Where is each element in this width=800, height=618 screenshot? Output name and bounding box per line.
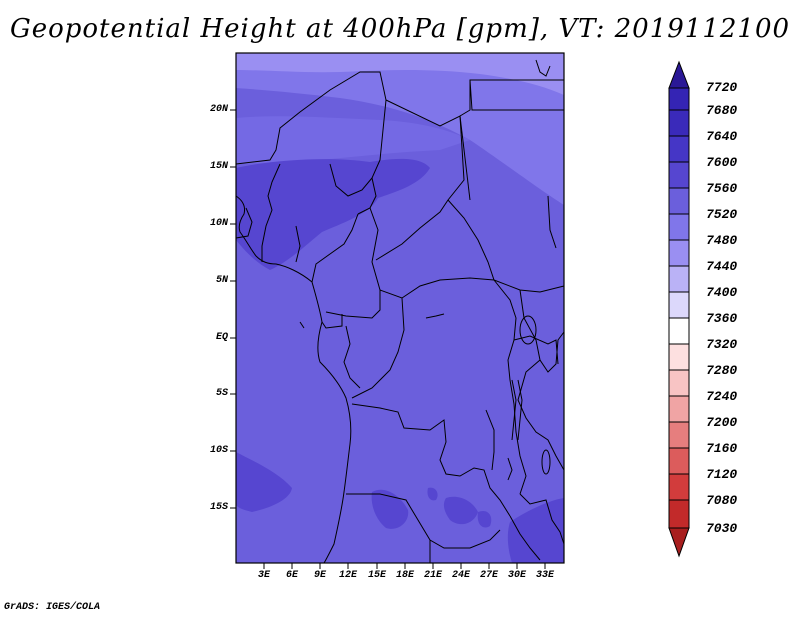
colorbar-segment	[668, 317, 690, 345]
colorbar-segment	[668, 291, 690, 319]
field-darker-west	[236, 158, 430, 270]
lon-tick-label: 33E	[535, 570, 554, 581]
field-darker-patch-4	[477, 510, 492, 528]
lat-tick-label: 10S	[209, 445, 228, 456]
colorbar-label: 7440	[706, 259, 738, 274]
credit-text: GrADS: IGES/COLA	[4, 602, 101, 613]
lat-tick-label: EQ	[215, 332, 228, 343]
colorbar-segment	[668, 87, 690, 111]
lat-tick-label: 15S	[209, 502, 228, 513]
colorbar-segment	[668, 213, 690, 241]
colorbar-label: 7560	[706, 181, 738, 196]
field-darker-southwest	[236, 452, 292, 512]
colorbar-label: 7320	[706, 337, 738, 352]
colorbar	[668, 60, 690, 558]
colorbar-segment	[668, 421, 690, 449]
colorbar-top-arrow	[668, 60, 690, 89]
lon-tick-label: 21E	[423, 570, 442, 581]
colorbar-label: 7030	[706, 521, 738, 536]
lon-tick-label: 6E	[285, 570, 298, 581]
lat-tick-label: 10N	[209, 218, 228, 229]
lat-tick-label: 5S	[215, 388, 228, 399]
colorbar-label: 7520	[706, 207, 738, 222]
lon-tick-label: 3E	[257, 570, 270, 581]
field-darker-patch-3	[443, 496, 478, 525]
colorbar-segment	[668, 187, 690, 215]
colorbar-label: 7160	[706, 441, 738, 456]
lon-tick-label: 15E	[367, 570, 386, 581]
colorbar-label: 7280	[706, 363, 738, 378]
colorbar-label: 7120	[706, 467, 738, 482]
colorbar-segment	[668, 499, 690, 529]
colorbar-segment	[668, 239, 690, 267]
colorbar-label: 7240	[706, 389, 738, 404]
colorbar-label: 7720	[706, 80, 738, 95]
lon-tick-label: 30E	[507, 570, 526, 581]
lat-ticks	[230, 109, 236, 509]
map-title: Geopotential Height at 400hPa [gpm], VT:…	[9, 14, 791, 44]
colorbar-segment	[668, 265, 690, 293]
field-mid-sahel	[236, 116, 470, 164]
lon-tick-label: 24E	[451, 570, 470, 581]
colorbar-label: 7360	[706, 311, 738, 326]
colorbar-segment	[668, 343, 690, 371]
lon-ticks	[263, 563, 546, 569]
field-lightest-north	[236, 53, 564, 95]
field-darker-patch-2	[427, 487, 438, 501]
lakes	[299, 313, 551, 481]
lat-tick-label: 5N	[215, 275, 228, 286]
colorbar-label: 7680	[706, 103, 738, 118]
plot-frame	[235, 52, 565, 564]
colorbar-segment	[668, 161, 690, 189]
colorbar-label: 7600	[706, 155, 738, 170]
lon-tick-label: 27E	[479, 570, 498, 581]
field-lighter-north	[236, 53, 564, 205]
colorbar-segment	[668, 395, 690, 423]
field-darker-patch-1	[371, 489, 409, 529]
colorbar-segment	[668, 473, 690, 501]
colorbar-segment	[668, 369, 690, 397]
lat-tick-label: 20N	[209, 104, 228, 115]
colorbar-segment	[668, 109, 690, 137]
country-borders	[235, 59, 565, 564]
colorbar-bottom-arrow	[668, 527, 690, 558]
colorbar-label: 7200	[706, 415, 738, 430]
colorbar-label: 7080	[706, 493, 738, 508]
lon-tick-label: 12E	[338, 570, 357, 581]
colorbar-segment	[668, 135, 690, 163]
colorbar-segment	[668, 447, 690, 475]
colorbar-label: 7640	[706, 129, 738, 144]
lat-tick-label: 15N	[209, 161, 228, 172]
lon-tick-label: 9E	[313, 570, 326, 581]
colorbar-label: 7480	[706, 233, 738, 248]
colorbar-label: 7400	[706, 285, 738, 300]
lon-tick-label: 18E	[395, 570, 414, 581]
